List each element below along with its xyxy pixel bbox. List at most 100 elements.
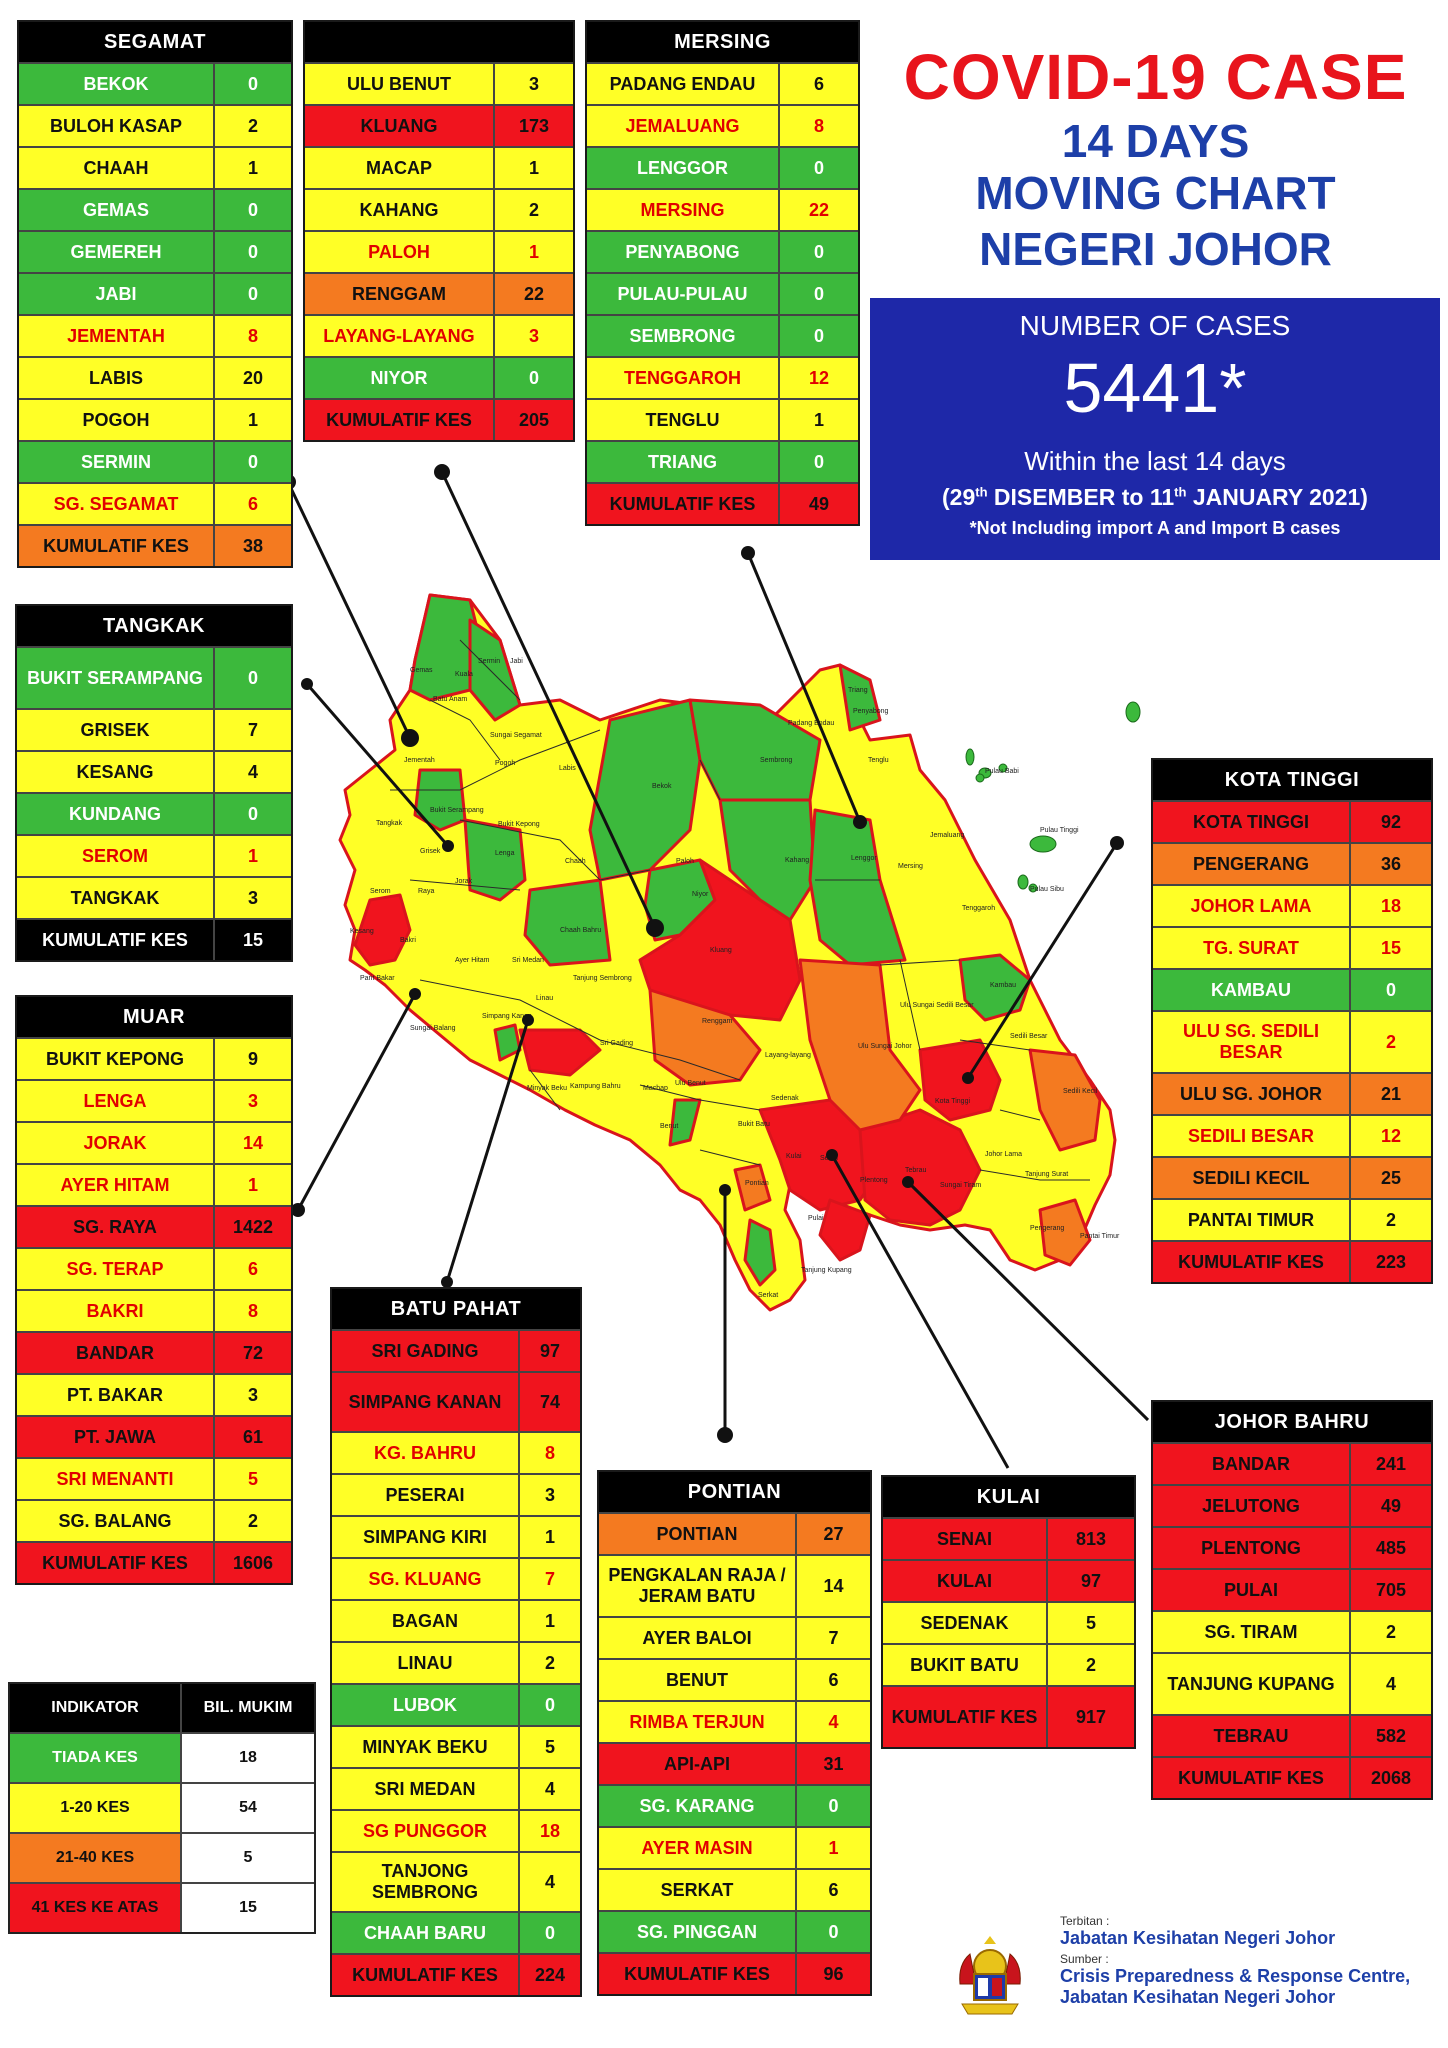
source-line-1: Crisis Preparedness & Response Centre, xyxy=(1060,1965,1411,1986)
map-label: Serom xyxy=(370,888,391,895)
mukim-name: KUMULATIF KES xyxy=(1153,1758,1351,1798)
mukim-name: SRI MENANTI xyxy=(17,1459,215,1499)
map-label: Tanjung Kupang xyxy=(801,1267,852,1274)
mukim-case-count: 3 xyxy=(215,1081,291,1121)
mukim-row: SRI MEDAN 4 xyxy=(332,1767,580,1809)
mukim-case-count: 12 xyxy=(780,358,858,398)
legend-mukim-count: 18 xyxy=(182,1734,314,1782)
mukim-row: BANDAR 241 xyxy=(1153,1442,1431,1484)
mukim-name: PULAU-PULAU xyxy=(587,274,780,314)
mukim-row: BUKIT BATU 2 xyxy=(883,1643,1134,1685)
mukim-name: BAKRI xyxy=(17,1291,215,1331)
table-pontian: PONTIAN PONTIAN 27 PENGKALAN RAJA / JERAM B… xyxy=(597,1470,872,1996)
mukim-row: BAKRI 8 xyxy=(17,1289,291,1331)
map-label: Sri Medan xyxy=(512,957,544,964)
mukim-name: PULAI xyxy=(1153,1570,1351,1610)
map-label: Pengerang xyxy=(1030,1225,1064,1232)
mukim-row: SERMIN 0 xyxy=(19,440,291,482)
mukim-name: TG. SURAT xyxy=(1153,928,1351,968)
map-label: Tanjung Surat xyxy=(1025,1171,1068,1178)
mukim-name: BUKIT SERAMPANG xyxy=(17,648,215,708)
mukim-name: LENGGOR xyxy=(587,148,780,188)
map-label: Lenggor xyxy=(851,855,877,862)
map-label: Parit Bakar xyxy=(360,975,395,982)
source-line-2: Jabatan Kesihatan Negeri Johor xyxy=(1060,1987,1336,2008)
mukim-name: LENGA xyxy=(17,1081,215,1121)
mukim-name: RIMBA TERJUN xyxy=(599,1702,797,1742)
mukim-name: PESERAI xyxy=(332,1475,520,1515)
mukim-case-count: 0 xyxy=(780,442,858,482)
map-label: Triang xyxy=(848,687,868,694)
mukim-name: MERSING xyxy=(587,190,780,230)
mukim-row: NIYOR 0 xyxy=(305,356,573,398)
map-region-pontian xyxy=(733,1163,772,1212)
mukim-case-count: 582 xyxy=(1351,1716,1431,1756)
mukim-row: PULAI 705 xyxy=(1153,1568,1431,1610)
mukim-case-count: 4 xyxy=(1351,1654,1431,1714)
map-label: Linau xyxy=(536,995,553,1002)
map-label: Pulau Babi xyxy=(985,768,1019,775)
mukim-name: PT. BAKAR xyxy=(17,1375,215,1415)
mukim-name: SG. PINGGAN xyxy=(599,1912,797,1952)
mukim-case-count: 2 xyxy=(1351,1200,1431,1240)
mukim-case-count: 6 xyxy=(780,64,858,104)
map-label: Sungai Balang xyxy=(410,1025,456,1032)
mukim-row: MINYAK BEKU 5 xyxy=(332,1725,580,1767)
map-label: Raya xyxy=(418,888,434,895)
mukim-row: SEMBRONG 0 xyxy=(587,314,858,356)
map-label: Benut xyxy=(660,1123,678,1130)
map-label: Jabi xyxy=(510,658,523,665)
mukim-case-count: 8 xyxy=(780,106,858,146)
map-label: Pulau Sibu xyxy=(1030,886,1064,893)
map-label: Tenggaroh xyxy=(962,905,995,912)
mukim-case-count: 0 xyxy=(780,232,858,272)
mukim-case-count: 0 xyxy=(215,64,291,104)
mukim-name: PENGERANG xyxy=(1153,844,1351,884)
map-label: Renggam xyxy=(702,1018,733,1025)
map-label: Padang Endau xyxy=(788,720,834,727)
map-label: Pogoh xyxy=(495,760,515,767)
mukim-case-count: 1 xyxy=(215,400,291,440)
map-label: Ulu Benut xyxy=(675,1080,706,1087)
mukim-name: PLENTONG xyxy=(1153,1528,1351,1568)
mukim-case-count: 15 xyxy=(215,920,291,960)
mukim-row: SG. BALANG 2 xyxy=(17,1499,291,1541)
map-label: Bukit Serampang xyxy=(430,807,484,814)
mukim-name: PENGKALAN RAJA / JERAM BATU xyxy=(599,1556,797,1616)
legend-mukim-count: 5 xyxy=(182,1834,314,1882)
mukim-row: KUMULATIF KES 38 xyxy=(19,524,291,566)
table-kluang: ULU BENUT 3 KLUANG 173 MACAP 1 KAHANG 2 PALOH 1 RE… xyxy=(303,20,575,442)
mukim-case-count: 14 xyxy=(215,1123,291,1163)
map-label: Mersing xyxy=(898,863,923,870)
legend-row: 41 KES KE ATAS 15 xyxy=(10,1882,314,1932)
mukim-name: SG. KARANG xyxy=(599,1786,797,1826)
mukim-row: SG. TERAP 6 xyxy=(17,1247,291,1289)
mukim-case-count: 0 xyxy=(215,232,291,272)
map-label: Labis xyxy=(559,765,576,772)
mukim-name: JORAK xyxy=(17,1123,215,1163)
island-5 xyxy=(975,773,985,783)
island-1 xyxy=(1125,701,1141,723)
mukim-name: LABIS xyxy=(19,358,215,398)
mukim-row: SG. SEGAMAT 6 xyxy=(19,482,291,524)
mukim-name: KUMULATIF KES xyxy=(17,1543,215,1583)
mukim-name: JELUTONG xyxy=(1153,1486,1351,1526)
map-label: Sedili Kecil xyxy=(1063,1088,1098,1095)
mukim-row: BANDAR 72 xyxy=(17,1331,291,1373)
mukim-case-count: 38 xyxy=(215,526,291,566)
district-title xyxy=(305,22,573,62)
map-label: Simpang Kanan xyxy=(482,1013,532,1020)
map-islands xyxy=(965,701,1141,893)
mukim-case-count: 0 xyxy=(1351,970,1431,1010)
mukim-name: SEDILI KECIL xyxy=(1153,1158,1351,1198)
mukim-name: KLUANG xyxy=(305,106,495,146)
mukim-case-count: 205 xyxy=(495,400,573,440)
sumber-label: Sumber : xyxy=(1060,1951,1109,1966)
mukim-row: KUMULATIF KES 205 xyxy=(305,398,573,440)
pointer-lines xyxy=(286,471,1150,1469)
mukim-row: BULOH KASAP 2 xyxy=(19,104,291,146)
mukim-row: AYER HITAM 1 xyxy=(17,1163,291,1205)
mukim-case-count: 96 xyxy=(797,1954,870,1994)
mukim-row: LAYANG-LAYANG 3 xyxy=(305,314,573,356)
number-of-cases-label: NUMBER OF CASES xyxy=(1019,310,1291,341)
